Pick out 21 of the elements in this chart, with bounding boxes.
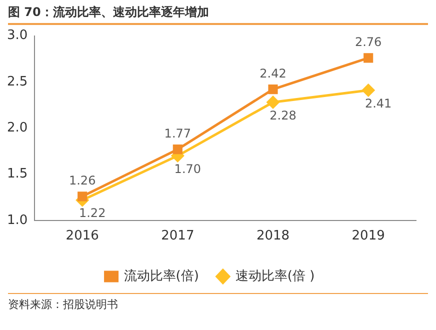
x-tick-label: 2018 [256, 228, 290, 244]
x-tick-label: 2016 [66, 228, 99, 244]
y-tick-label: 2.5 [6, 74, 28, 90]
data-label: 1.70 [174, 162, 202, 176]
data-label: 1.26 [68, 174, 96, 188]
y-tick-label: 3.0 [6, 28, 28, 44]
data-label: 2.28 [270, 108, 296, 122]
y-tick-label: 1.5 [6, 166, 28, 182]
data-label: 2.76 [354, 35, 382, 50]
text: 资料来源：招股说明书 [7, 297, 119, 313]
data-label: 1.22 [78, 206, 106, 220]
x-tick-label: 2017 [161, 228, 194, 244]
legend-label: 速动比率(倍 ) [235, 268, 315, 284]
y-tick-label: 1.0 [6, 212, 28, 228]
data-label: 2.41 [364, 96, 392, 110]
data-label: 2.42 [260, 66, 286, 80]
y-tick-label: 2.0 [6, 120, 28, 136]
x-tick-label: 2019 [352, 228, 385, 244]
chart-title: 图 70：流动比率、速动比率逐年增加 [7, 4, 210, 21]
data-label: 1.77 [164, 126, 192, 140]
legend-label: 流动比率(倍) [124, 268, 199, 284]
